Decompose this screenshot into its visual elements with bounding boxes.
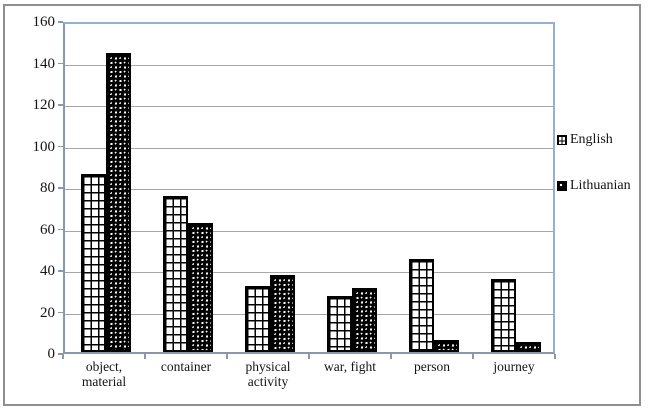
legend-label-lithuanian: Lithuanian	[570, 178, 631, 193]
y-axis-tick	[58, 270, 63, 272]
gridline-100	[65, 147, 553, 149]
gridline-120	[65, 106, 553, 107]
y-axis-label-0: 0	[47, 346, 56, 362]
bar-english-object-material	[81, 174, 106, 352]
bar-lithuanian-container	[188, 223, 213, 352]
x-axis-tick	[144, 354, 146, 359]
category-label-journey: journey	[493, 359, 535, 374]
x-axis-tick	[226, 354, 228, 359]
plot-area	[63, 22, 555, 354]
y-axis-label-100: 100	[32, 138, 56, 155]
y-axis-label-20: 20	[40, 304, 55, 321]
category-label-object-material: object, material	[81, 359, 127, 389]
gridline-40	[65, 272, 553, 273]
x-axis-tick	[62, 354, 64, 359]
legend-swatch-spheres-icon	[557, 181, 567, 191]
bar-lithuanian-person	[434, 340, 459, 352]
gridline-140	[65, 64, 553, 66]
x-axis-tick	[308, 354, 310, 359]
x-axis-tick	[472, 354, 474, 359]
y-axis-tick	[58, 353, 63, 355]
bar-lithuanian-journey	[516, 342, 541, 352]
gridline-20	[65, 313, 553, 315]
bar-lithuanian-object-material	[106, 53, 131, 352]
y-axis-label-120: 120	[32, 97, 56, 113]
y-axis-label-140: 140	[32, 55, 56, 72]
y-axis-tick	[58, 187, 63, 189]
y-axis-tick	[58, 145, 63, 147]
y-axis-tick	[58, 62, 63, 64]
y-axis-tick	[58, 311, 63, 313]
y-axis-tick	[58, 21, 63, 23]
category-label-container: container	[160, 359, 212, 374]
y-axis-tick	[58, 228, 63, 230]
category-label-person: person	[414, 359, 450, 374]
legend-item-lithuanian: Lithuanian	[557, 178, 631, 194]
legend-swatch-grid-icon	[557, 135, 567, 145]
bar-lithuanian-physical-activity	[270, 275, 295, 352]
bar-english-person	[409, 259, 434, 352]
y-axis-label-40: 40	[40, 263, 55, 279]
category-label-war-fight: war, fight	[324, 359, 376, 374]
legend-label-english: English	[570, 132, 613, 147]
gridline-60	[65, 230, 553, 232]
bar-english-physical-activity	[245, 286, 270, 352]
legend-item-english: English	[557, 132, 613, 148]
bar-lithuanian-war-fight	[352, 288, 377, 352]
y-axis-tick	[58, 104, 63, 106]
x-axis-tick	[554, 354, 556, 359]
bar-english-container	[163, 196, 188, 352]
y-axis-label-60: 60	[40, 221, 55, 238]
gridline-80	[65, 189, 553, 190]
bar-english-journey	[491, 279, 516, 352]
category-label-physical-activity: physical activity	[245, 359, 291, 389]
bar-english-war-fight	[327, 296, 352, 352]
y-axis-label-160: 160	[32, 14, 56, 30]
y-axis-label-80: 80	[40, 180, 55, 196]
x-axis-tick	[390, 354, 392, 359]
